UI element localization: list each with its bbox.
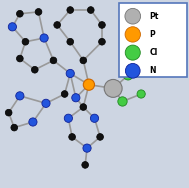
Text: Cl: Cl [149,48,158,57]
Circle shape [67,38,74,45]
Circle shape [83,79,94,90]
Circle shape [99,38,105,45]
Circle shape [5,109,12,116]
Text: N: N [149,66,156,75]
Circle shape [141,66,149,74]
Circle shape [16,55,23,62]
Circle shape [16,92,24,100]
Circle shape [31,66,38,73]
Text: Pt: Pt [149,12,159,21]
Circle shape [82,161,88,168]
Circle shape [83,144,91,152]
Circle shape [8,23,16,31]
Circle shape [137,90,145,98]
Circle shape [61,91,68,97]
Circle shape [80,104,87,110]
Circle shape [64,114,72,122]
Circle shape [125,63,140,78]
Circle shape [42,99,50,107]
Circle shape [69,133,75,140]
Circle shape [125,27,140,42]
Circle shape [90,114,99,122]
Circle shape [87,7,94,13]
Circle shape [80,57,87,64]
Circle shape [40,34,48,42]
Circle shape [50,57,57,64]
Circle shape [99,22,105,28]
Text: P: P [149,30,155,39]
Circle shape [72,94,80,102]
Circle shape [104,80,122,97]
Circle shape [97,133,103,140]
Circle shape [118,97,127,106]
Circle shape [125,8,141,24]
Circle shape [125,45,140,60]
Circle shape [22,38,29,45]
Circle shape [29,118,37,126]
Circle shape [11,124,18,131]
Circle shape [16,10,23,17]
Circle shape [67,7,74,13]
Circle shape [54,22,60,28]
Circle shape [66,69,74,78]
Circle shape [123,71,133,80]
FancyBboxPatch shape [119,3,187,77]
Circle shape [35,8,42,15]
